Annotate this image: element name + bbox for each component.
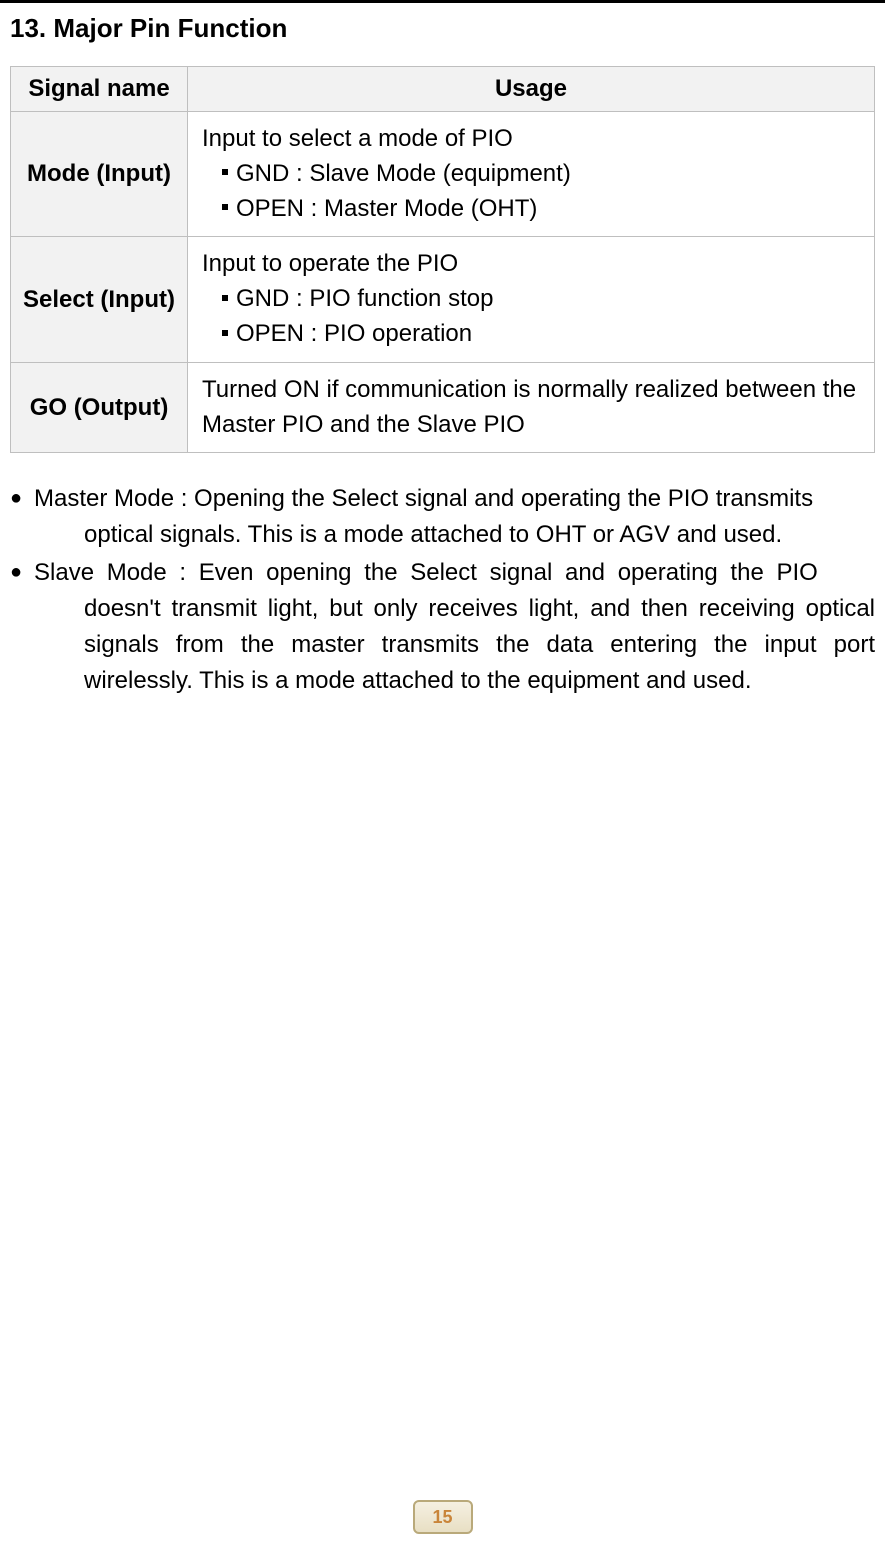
master-rest: optical signals. This is a mode attached… — [34, 517, 875, 553]
usage-select: Input to operate the PIO GND : PIO funct… — [188, 237, 875, 362]
header-signal: Signal name — [11, 67, 188, 112]
table-row: GO (Output) Turned ON if communication i… — [11, 362, 875, 453]
usage-sub-text: GND : Slave Mode (equipment) — [236, 160, 571, 187]
pin-function-table: Signal name Usage Mode (Input) Input to … — [10, 66, 875, 453]
content-area: 13. Major Pin Function Signal name Usage… — [0, 13, 885, 699]
slave-mode-item: ● Slave Mode : Even opening the Select s… — [10, 555, 875, 699]
table-row: Mode (Input) Input to select a mode of P… — [11, 112, 875, 237]
signal-go: GO (Output) — [11, 362, 188, 453]
master-mode-text: Master Mode : Opening the Select signal … — [34, 481, 875, 553]
signal-select: Select (Input) — [11, 237, 188, 362]
section-title: 13. Major Pin Function — [10, 13, 875, 44]
page-number-badge: 15 — [413, 1500, 473, 1534]
usage-sub-text: OPEN : PIO operation — [236, 320, 472, 347]
usage-main: Turned ON if communication is normally r… — [202, 373, 860, 443]
usage-main: Input to select a mode of PIO — [202, 122, 860, 157]
square-bullet-icon — [222, 169, 228, 175]
page: 13. Major Pin Function Signal name Usage… — [0, 0, 885, 1548]
table-row: Select (Input) Input to operate the PIO … — [11, 237, 875, 362]
slave-mode-text: Slave Mode : Even opening the Select sig… — [34, 555, 875, 699]
bullet-icon: ● — [10, 481, 34, 553]
usage-sub: GND : PIO function stop — [202, 282, 860, 317]
header-usage: Usage — [188, 67, 875, 112]
square-bullet-icon — [222, 204, 228, 210]
master-first-line: Master Mode : Opening the Select signal … — [34, 485, 813, 512]
top-rule — [0, 0, 885, 3]
slave-rest: doesn't transmit light, but only receive… — [34, 591, 875, 699]
signal-mode: Mode (Input) — [11, 112, 188, 237]
usage-sub-text: OPEN : Master Mode (OHT) — [236, 195, 537, 222]
square-bullet-icon — [222, 295, 228, 301]
usage-go: Turned ON if communication is normally r… — [188, 362, 875, 453]
square-bullet-icon — [222, 330, 228, 336]
bullet-icon: ● — [10, 555, 34, 699]
usage-mode: Input to select a mode of PIO GND : Slav… — [188, 112, 875, 237]
usage-sub: OPEN : PIO operation — [202, 317, 860, 352]
mode-description-list: ● Master Mode : Opening the Select signa… — [10, 481, 875, 699]
slave-first-line: Slave Mode : Even opening the Select sig… — [34, 559, 818, 586]
usage-sub-text: GND : PIO function stop — [236, 285, 493, 312]
usage-main: Input to operate the PIO — [202, 247, 860, 282]
usage-sub: OPEN : Master Mode (OHT) — [202, 192, 860, 227]
table-header-row: Signal name Usage — [11, 67, 875, 112]
master-mode-item: ● Master Mode : Opening the Select signa… — [10, 481, 875, 553]
usage-sub: GND : Slave Mode (equipment) — [202, 157, 860, 192]
